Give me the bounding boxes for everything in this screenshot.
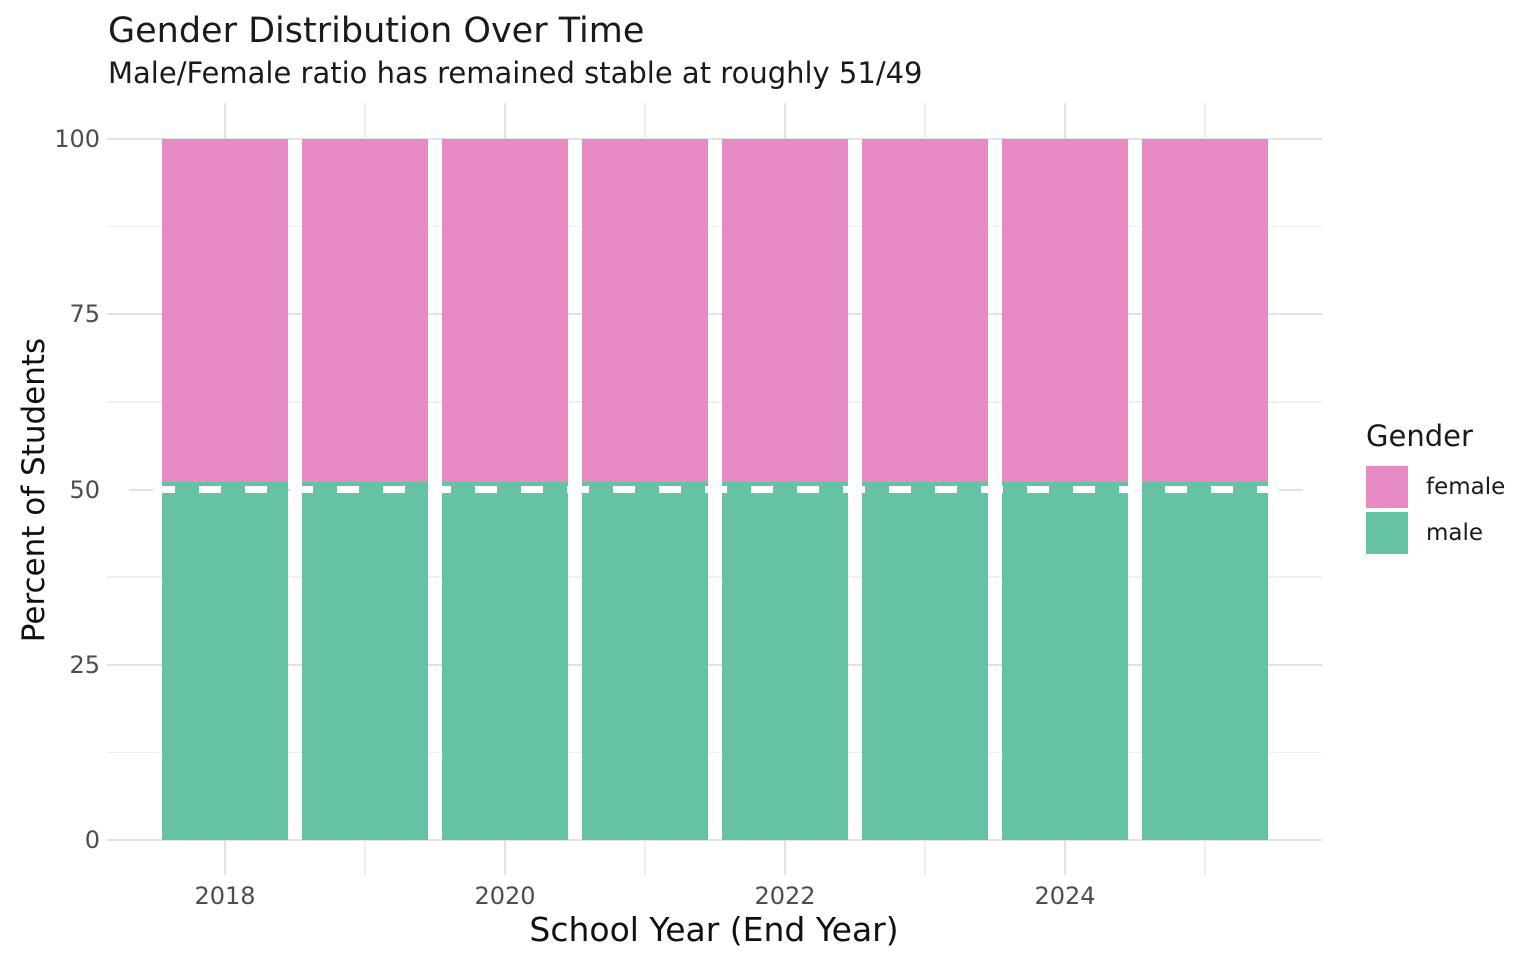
bar-female-2018 [162, 139, 288, 483]
y-tick-25: 25 [69, 650, 100, 679]
y-tick-50: 50 [69, 475, 100, 504]
legend-label-male: male [1426, 520, 1484, 546]
bar-male-2024 [1002, 482, 1128, 840]
y-tick-100: 100 [54, 125, 100, 153]
gridline-y-major-25 [107, 663, 1322, 666]
x-tick-2020: 2020 [474, 882, 536, 910]
bar-male-2021 [582, 482, 708, 840]
bar-male-2025 [1142, 482, 1268, 840]
y-tick-75: 75 [69, 300, 100, 329]
gridline-y-major-75 [107, 313, 1322, 316]
bar-female-2023 [862, 139, 988, 483]
bar-male-2020 [442, 482, 568, 840]
legend-items: female male [1366, 466, 1505, 554]
legend-title: Gender [1366, 419, 1473, 453]
bar-female-2025 [1142, 139, 1268, 483]
y-tick-0: 0 [84, 826, 100, 854]
bar-female-2022 [722, 139, 848, 483]
legend-item-male: male [1366, 512, 1505, 554]
gridline-y-minor-87.5 [107, 225, 1322, 228]
gridline-y-minor-12.5 [107, 751, 1322, 754]
bar-male-2018 [162, 482, 288, 840]
legend: Gender female male [1366, 419, 1505, 558]
x-tick-2018: 2018 [194, 882, 256, 910]
gridline-y-major-0 [107, 839, 1322, 841]
bar-female-2019 [302, 139, 428, 483]
bar-male-2023 [862, 482, 988, 840]
bar-female-2020 [442, 139, 568, 483]
x-axis-title: School Year (End Year) [529, 910, 899, 949]
plot-panel [107, 103, 1322, 875]
reference-line-50pct [107, 486, 1322, 493]
bar-female-2021 [582, 139, 708, 483]
chart-title: Gender Distribution Over Time [108, 11, 645, 51]
gridline-y-minor-37.5 [107, 576, 1322, 578]
legend-swatch-male [1366, 512, 1408, 554]
legend-label-female: female [1426, 474, 1506, 500]
legend-swatch-female [1366, 466, 1408, 508]
y-axis-title: Percent of Students [16, 337, 52, 643]
gridline-y-major-100 [107, 138, 1322, 140]
legend-item-female: female [1366, 466, 1505, 508]
x-tick-2024: 2024 [1034, 882, 1096, 910]
bar-male-2019 [302, 482, 428, 840]
x-tick-2022: 2022 [754, 882, 816, 910]
bar-female-2024 [1002, 139, 1128, 483]
bar-male-2022 [722, 482, 848, 840]
chart-subtitle: Male/Female ratio has remained stable at… [108, 56, 923, 90]
gridline-y-minor-62.5 [107, 401, 1322, 403]
